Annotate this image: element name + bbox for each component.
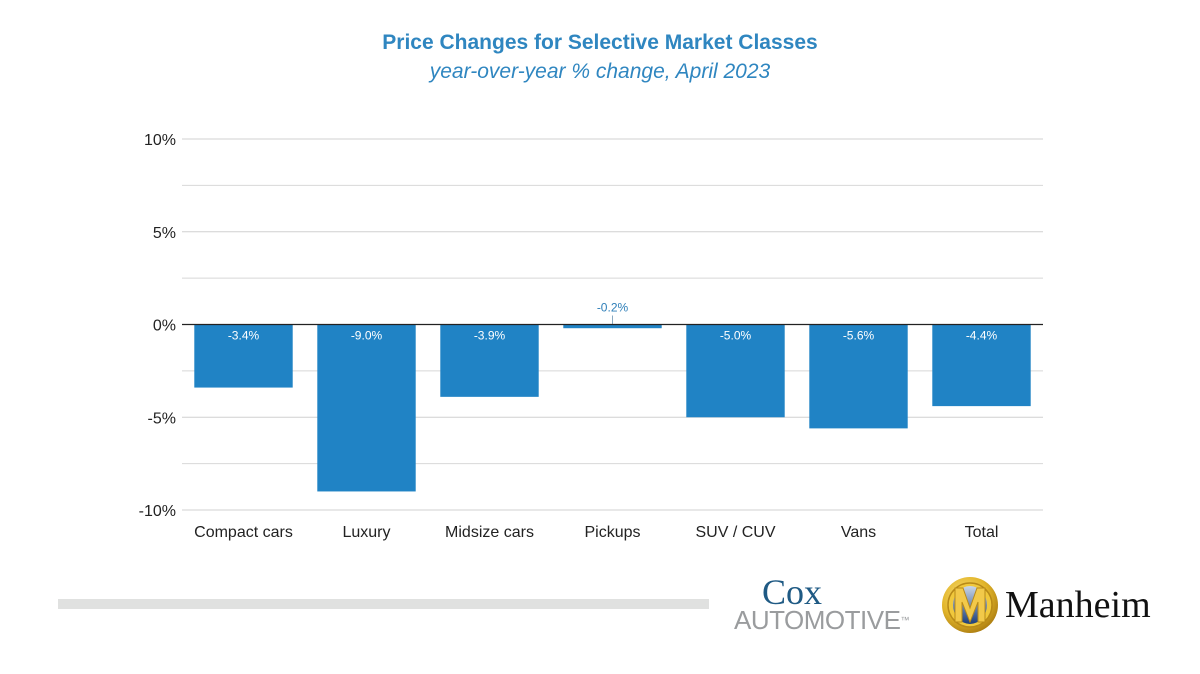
y-tick-label: 5% [153, 225, 176, 242]
bar-compact-cars [194, 324, 293, 388]
manheim-logo-text: Manheim [1005, 584, 1151, 626]
x-category-label: Compact cars [194, 524, 293, 541]
bar-luxury [317, 324, 416, 492]
y-tick-label: 10% [144, 132, 176, 149]
data-label: -5.0% [720, 329, 752, 343]
bar-total [932, 324, 1031, 407]
chart-title: Price Changes for Selective Market Class… [382, 31, 818, 54]
x-category-label: Pickups [584, 524, 640, 541]
manheim-m-emblem-icon [942, 577, 998, 633]
bar-midsize-cars [440, 324, 539, 397]
x-category-label: SUV / CUV [695, 524, 775, 541]
x-category-label: Luxury [342, 524, 390, 541]
data-label: -9.0% [351, 329, 383, 343]
data-label: -3.9% [474, 329, 506, 343]
bar-chart: 10% 5% 0% -5% -10% -3.4% Compact cars -9.0% Luxu… [139, 132, 1043, 541]
trademark-symbol: ™ [900, 615, 909, 625]
x-category-label: Midsize cars [445, 524, 534, 541]
data-label: -3.4% [228, 329, 260, 343]
x-category-label: Vans [841, 524, 876, 541]
y-tick-label: 0% [153, 318, 176, 335]
y-tick-label: -10% [139, 503, 176, 520]
bar-suv-cuv [686, 324, 785, 418]
data-label: -5.6% [843, 329, 875, 343]
data-label: -0.2% [597, 301, 629, 315]
x-category-label: Total [965, 524, 999, 541]
cox-automotive-logo: Cox AUTOMOTIVE™ [734, 574, 924, 634]
bar-vans [809, 324, 908, 429]
bar-pickups [563, 324, 662, 329]
data-label: -4.4% [966, 329, 998, 343]
footer-divider-bar [58, 599, 709, 609]
cox-logo-top: Cox [762, 572, 823, 612]
cox-logo-bottom: AUTOMOTIVE™ [734, 606, 909, 634]
y-tick-label: -5% [148, 410, 176, 427]
chart-subtitle: year-over-year % change, April 2023 [429, 60, 771, 83]
cox-logo-automotive: AUTOMOTIVE [734, 605, 901, 635]
